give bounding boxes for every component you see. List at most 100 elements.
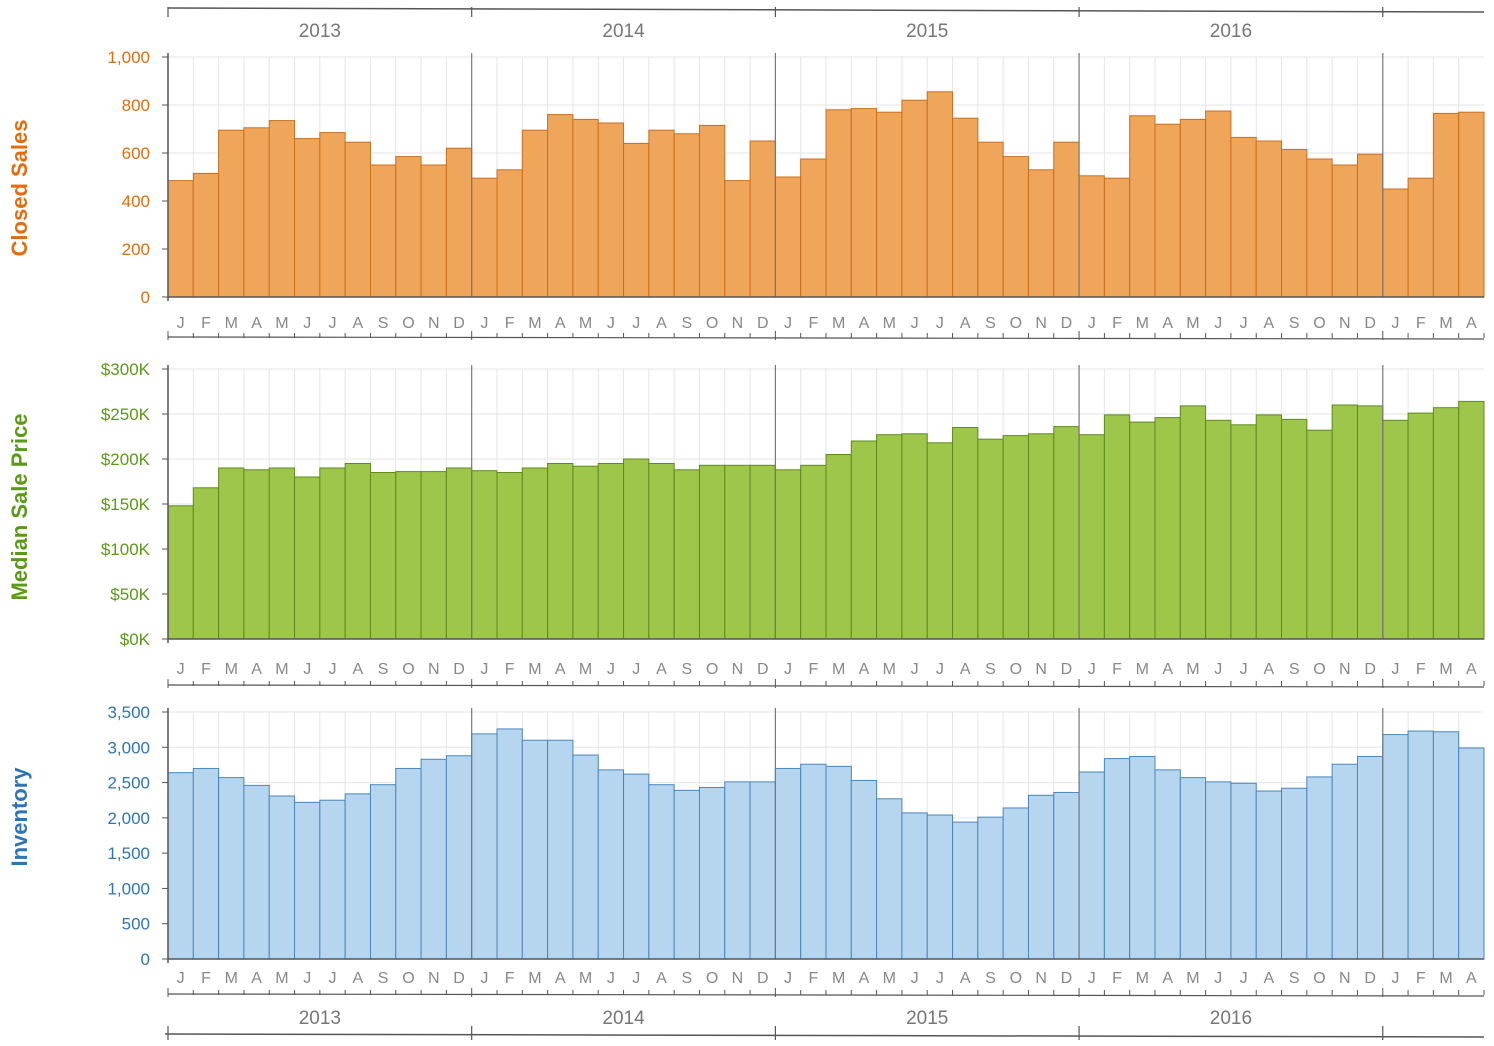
bar — [319, 799, 346, 960]
month-label: J — [329, 661, 337, 678]
month-label: J — [607, 970, 615, 987]
month-label: J — [177, 661, 185, 678]
year-label-bottom: 2014 — [602, 1008, 645, 1029]
month-label: J — [303, 970, 311, 987]
month-label: J — [632, 661, 640, 678]
bar — [496, 169, 523, 298]
y-tick-label: 1,000 — [107, 48, 150, 67]
month-label: D — [1061, 661, 1073, 678]
bar — [1103, 414, 1131, 640]
bar — [1053, 426, 1080, 640]
bar — [1458, 111, 1485, 298]
bar — [673, 469, 700, 640]
year-label-top: 2013 — [299, 21, 341, 42]
bar — [1205, 781, 1232, 960]
month-label: M — [1136, 970, 1149, 987]
month-label: M — [1439, 315, 1452, 332]
month-label: M — [883, 970, 896, 987]
month-label: F — [808, 661, 818, 678]
y-tick-label: $100K — [101, 540, 151, 559]
bar — [1230, 136, 1257, 298]
bar — [471, 177, 498, 298]
month-label: O — [706, 970, 718, 987]
bar — [547, 463, 574, 640]
bar — [850, 779, 878, 960]
month-label: D — [757, 970, 769, 987]
bar — [268, 795, 296, 960]
month-label: N — [1035, 661, 1047, 678]
bar — [825, 454, 852, 640]
month-label: D — [453, 315, 465, 332]
month-label: M — [832, 970, 845, 987]
bar — [850, 108, 878, 298]
month-label: J — [1214, 661, 1222, 678]
month-label: F — [1112, 661, 1122, 678]
month-label: D — [757, 661, 769, 678]
month-label: N — [428, 970, 440, 987]
month-label: A — [859, 315, 870, 332]
y-tick-label: 1,000 — [107, 879, 150, 898]
year-label-top: 2014 — [602, 21, 645, 42]
month-label: M — [275, 970, 288, 987]
bar — [1205, 110, 1232, 298]
month-label: J — [1240, 970, 1248, 987]
bar — [1053, 791, 1080, 960]
bar — [1432, 112, 1460, 298]
month-label: N — [732, 970, 744, 987]
bar — [1027, 169, 1055, 298]
bar — [420, 471, 447, 640]
month-label: N — [732, 315, 744, 332]
month-label: A — [555, 970, 566, 987]
bar — [825, 765, 852, 960]
bar — [167, 772, 194, 960]
bar — [749, 781, 776, 960]
month-label: M — [832, 315, 845, 332]
month-label: S — [985, 661, 996, 678]
month-label: O — [1313, 970, 1325, 987]
month-label: J — [1088, 315, 1096, 332]
bar — [673, 789, 700, 960]
bar — [724, 180, 751, 298]
bar — [521, 739, 549, 960]
month-label: M — [1439, 970, 1452, 987]
bar — [319, 132, 346, 298]
bar — [1002, 156, 1029, 298]
bar — [1078, 175, 1105, 298]
month-label: M — [528, 315, 541, 332]
month-label: J — [1088, 661, 1096, 678]
bar — [521, 467, 549, 640]
y-tick-label: 600 — [122, 144, 150, 163]
bar — [1129, 421, 1156, 640]
bar — [471, 733, 498, 960]
bar — [1356, 153, 1384, 298]
month-label: J — [911, 661, 919, 678]
month-label: F — [808, 315, 818, 332]
y-tick-label: $300K — [101, 360, 151, 379]
month-label: D — [1061, 315, 1073, 332]
bar — [547, 739, 574, 960]
bar — [1432, 731, 1460, 960]
month-label: J — [936, 661, 944, 678]
month-label: J — [911, 315, 919, 332]
bar — [623, 458, 650, 640]
bar — [268, 467, 296, 640]
month-label: O — [1313, 315, 1325, 332]
month-label: S — [681, 661, 692, 678]
bar — [369, 784, 397, 960]
bar — [698, 464, 726, 640]
bar — [294, 801, 321, 960]
bar — [1078, 434, 1105, 640]
month-label: J — [784, 315, 792, 332]
month-label: M — [528, 970, 541, 987]
month-label: M — [1186, 661, 1199, 678]
bar — [1331, 763, 1358, 960]
month-label: N — [428, 661, 440, 678]
month-label: A — [656, 315, 667, 332]
month-label: A — [555, 315, 566, 332]
month-label: M — [883, 315, 896, 332]
month-label: J — [607, 661, 615, 678]
bar — [800, 763, 827, 960]
y-tick-label: 400 — [122, 192, 150, 211]
bar — [926, 442, 954, 640]
month-label: N — [1339, 970, 1351, 987]
